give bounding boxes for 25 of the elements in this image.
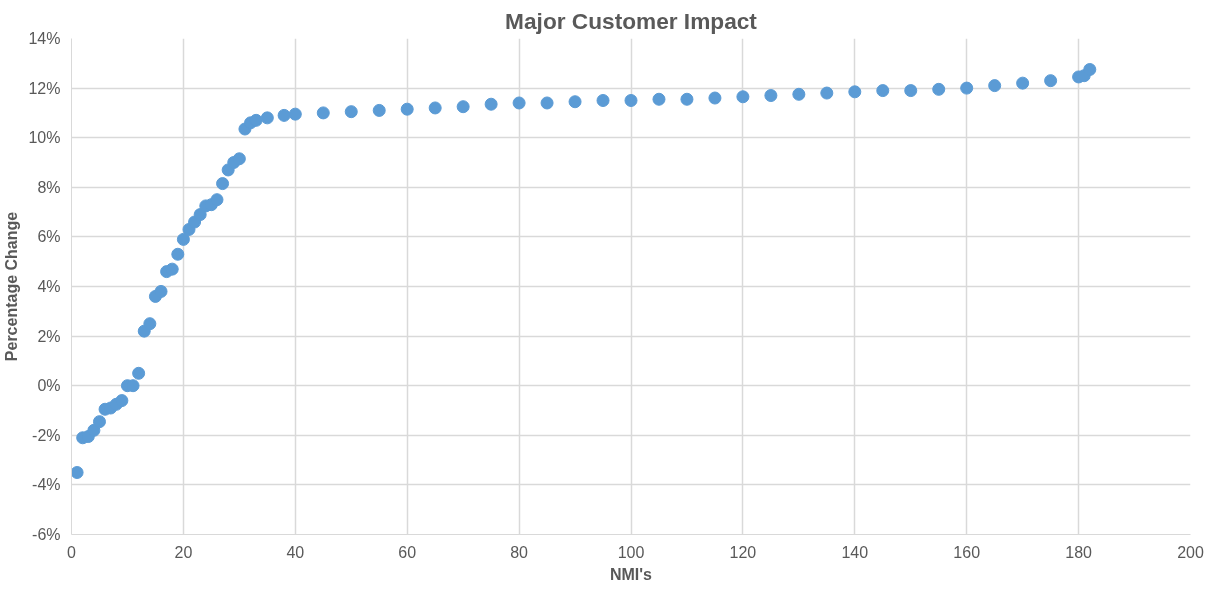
x-tick-label: 100 [617, 543, 645, 561]
x-tick-label: 40 [286, 543, 305, 561]
chart-title: Major Customer Impact [505, 7, 758, 34]
y-tick-label: -2% [32, 426, 61, 444]
y-tick-label: 2% [37, 327, 61, 345]
y-tick-label: -6% [32, 526, 61, 543]
x-tick-label: 20 [174, 543, 193, 561]
y-tick-label: -4% [32, 476, 61, 494]
y-tick-label: 4% [37, 278, 61, 295]
x-axis-title: NMI's [609, 565, 653, 583]
x-tick-label: 120 [729, 543, 757, 561]
x-tick-label: 0 [67, 543, 77, 561]
y-tick-label: 0% [37, 377, 61, 395]
y-tick-label: 14% [28, 30, 61, 47]
y-axis-title: Percentage Change [3, 211, 21, 362]
x-tick-label: 140 [841, 543, 869, 561]
x-tick-label: 60 [398, 543, 417, 561]
y-tick-label: 8% [37, 178, 61, 196]
x-tick-label: 180 [1065, 543, 1093, 561]
x-tick-label: 160 [953, 543, 981, 561]
x-tick-label: 80 [510, 543, 529, 561]
y-tick-label: 12% [28, 79, 61, 97]
y-tick-label: 10% [28, 129, 61, 147]
x-tick-label: 200 [1177, 543, 1204, 561]
y-tick-label: 6% [37, 228, 61, 246]
